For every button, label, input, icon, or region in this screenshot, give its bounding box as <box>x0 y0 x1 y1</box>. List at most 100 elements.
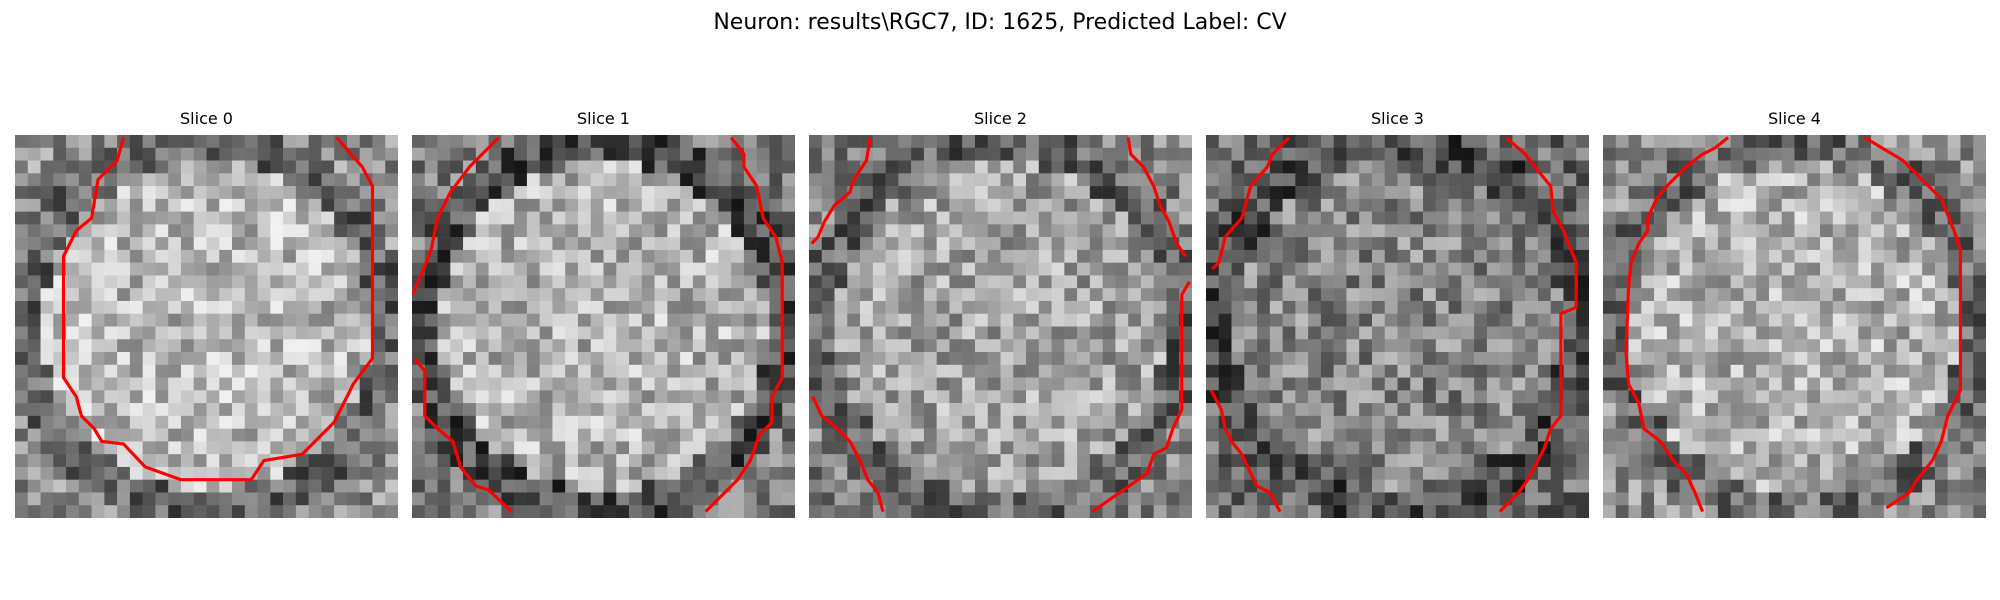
pixel <box>142 326 156 340</box>
pixel <box>1166 275 1180 289</box>
pixel <box>1423 186 1437 200</box>
pixel <box>1641 147 1655 161</box>
pixel <box>565 147 579 161</box>
pixel <box>1269 364 1283 378</box>
pixel <box>1692 415 1706 429</box>
pixel <box>1346 441 1360 455</box>
pixel <box>1730 147 1744 161</box>
pixel <box>1423 198 1437 212</box>
pixel <box>1563 428 1577 442</box>
pixel <box>1871 390 1885 404</box>
pixel <box>104 454 118 468</box>
pixel <box>718 326 732 340</box>
pixel <box>962 147 976 161</box>
pixel <box>437 339 451 353</box>
pixel <box>526 288 540 302</box>
pixel <box>1832 224 1846 238</box>
pixel <box>129 173 143 187</box>
pixel <box>91 211 105 225</box>
pixel <box>450 479 464 493</box>
pixel <box>1922 441 1936 455</box>
pixel <box>1654 262 1668 276</box>
pixel <box>577 211 591 225</box>
pixel <box>974 160 988 174</box>
pixel <box>168 415 182 429</box>
pixel <box>1038 441 1052 455</box>
pixel <box>1038 326 1052 340</box>
pixel <box>923 249 937 263</box>
pixel <box>1115 466 1129 480</box>
pixel <box>334 441 348 455</box>
pixel <box>1781 390 1795 404</box>
pixel <box>1615 466 1629 480</box>
pixel <box>1666 135 1680 149</box>
pixel <box>385 403 398 417</box>
pixel <box>577 352 591 366</box>
pixel <box>1705 377 1719 391</box>
pixel <box>40 186 54 200</box>
pixel <box>1858 339 1872 353</box>
pixel <box>1603 288 1617 302</box>
pixel <box>949 377 963 391</box>
pixel <box>168 441 182 455</box>
pixel <box>577 249 591 263</box>
pixel <box>257 249 271 263</box>
pixel <box>1282 288 1296 302</box>
pixel <box>731 275 745 289</box>
pixel <box>1218 377 1232 391</box>
pixel <box>1115 428 1129 442</box>
segmentation-contour <box>704 136 784 513</box>
pixel <box>1794 173 1808 187</box>
pixel <box>1781 249 1795 263</box>
pixel <box>346 415 360 429</box>
pixel <box>1756 224 1770 238</box>
pixel <box>1102 173 1116 187</box>
pixel <box>1257 262 1271 276</box>
pixel <box>104 492 118 506</box>
pixel <box>1320 428 1334 442</box>
pixel <box>1461 275 1475 289</box>
pixel <box>1231 160 1245 174</box>
pixel <box>1397 454 1411 468</box>
pixel <box>1435 454 1449 468</box>
pixel <box>283 313 297 327</box>
pixel <box>1038 160 1052 174</box>
pixel <box>847 390 861 404</box>
pixel <box>180 492 194 506</box>
pixel <box>283 403 297 417</box>
pixel <box>1832 377 1846 391</box>
pixel <box>488 275 502 289</box>
pixel <box>1499 186 1513 200</box>
pixel <box>1615 249 1629 263</box>
pixel <box>756 441 770 455</box>
pixel <box>1960 313 1974 327</box>
pixel <box>1909 454 1923 468</box>
pixel <box>1934 364 1948 378</box>
pixel <box>155 454 169 468</box>
pixel <box>590 211 604 225</box>
pixel <box>385 300 398 314</box>
pixel <box>372 505 386 518</box>
pixel <box>1089 147 1103 161</box>
pixel <box>117 428 131 442</box>
pixel <box>782 313 795 327</box>
pixel <box>142 224 156 238</box>
pixel <box>1102 198 1116 212</box>
pixel <box>577 403 591 417</box>
pixel <box>117 300 131 314</box>
pixel <box>743 492 757 506</box>
pixel <box>872 377 886 391</box>
pixel <box>1603 364 1617 378</box>
pixel <box>641 403 655 417</box>
pixel <box>1512 390 1526 404</box>
pixel <box>295 224 309 238</box>
pixel <box>974 377 988 391</box>
pixel <box>232 377 246 391</box>
pixel <box>1295 326 1309 340</box>
pixel <box>1102 339 1116 353</box>
pixel <box>1218 492 1232 506</box>
pixel <box>501 211 515 225</box>
pixel <box>1486 466 1500 480</box>
pixel <box>539 262 553 276</box>
pixel <box>1615 198 1629 212</box>
